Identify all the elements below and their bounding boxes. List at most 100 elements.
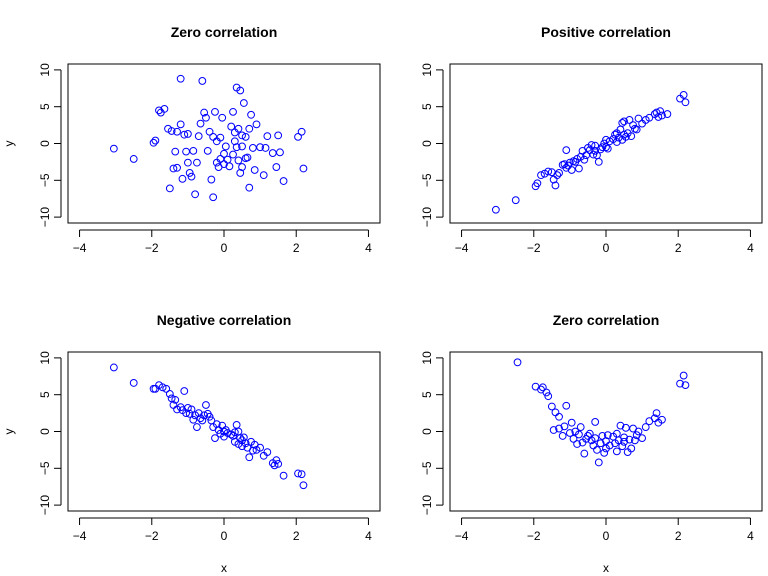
data-point (603, 144, 612, 153)
x-tick-label: 2 (293, 241, 300, 255)
data-point (182, 147, 190, 156)
y-axis-label: y (2, 141, 16, 147)
data-point (297, 127, 306, 136)
data-point (491, 205, 500, 214)
data-point (562, 163, 571, 172)
data-point (261, 144, 270, 152)
data-point (252, 120, 261, 129)
data-point (187, 405, 196, 414)
data-point (621, 132, 630, 141)
chart-title: Positive correlation (541, 24, 671, 40)
data-point (173, 163, 181, 172)
data-point (620, 437, 628, 446)
data-point (663, 110, 672, 118)
data-point (587, 141, 596, 149)
data-point (589, 150, 598, 159)
y-tick-label: −5 (38, 173, 52, 187)
x-tick-label: −4 (73, 241, 87, 255)
y-tick-label: 0 (38, 428, 52, 435)
data-point (553, 171, 562, 180)
data-point (239, 99, 248, 107)
scatter-panel-1: Zero correlation −4 −2 0 2 4 −10 −5 0 5 10 y (2, 24, 381, 255)
data-point (575, 430, 583, 439)
data-point (593, 446, 601, 454)
data-point (191, 190, 200, 199)
data-point (211, 434, 219, 443)
y-tick-label: −10 (420, 207, 434, 228)
data-point (575, 164, 583, 173)
data-point (562, 401, 571, 410)
data-point (679, 91, 688, 99)
data-point (276, 148, 284, 157)
x-tick-label: 2 (675, 241, 682, 255)
data-point (594, 458, 603, 467)
x-tick-label: 0 (603, 529, 610, 543)
data-point (656, 107, 665, 116)
data-point (274, 131, 283, 140)
data-point (618, 118, 627, 127)
data-point (238, 163, 246, 171)
plot-frame (67, 63, 381, 224)
data-point (272, 456, 281, 465)
data-point (232, 143, 241, 152)
x-tick-label: −2 (145, 241, 159, 255)
data-point (173, 127, 181, 136)
data-point (218, 113, 227, 122)
data-point (247, 110, 255, 119)
y-tick-label: −10 (420, 495, 434, 516)
data-point (681, 98, 690, 107)
data-point (187, 172, 196, 181)
data-points (513, 358, 690, 467)
scatter-panel-3: Negative correlation −4 −2 0 2 4 −10 −5 0 5 10 y x (2, 312, 381, 575)
x-tick-label: 4 (747, 241, 754, 255)
data-point (256, 443, 265, 452)
data-point (620, 433, 628, 442)
data-point (580, 155, 589, 164)
data-point (176, 74, 185, 83)
data-point (167, 127, 176, 135)
data-point (193, 158, 201, 167)
data-point (234, 124, 243, 133)
data-point (274, 459, 283, 468)
data-point (634, 427, 643, 436)
x-axis-label: x (221, 561, 227, 575)
y-tick-label: −5 (420, 173, 434, 187)
data-point (241, 132, 250, 141)
data-point (299, 481, 308, 490)
data-point (182, 409, 190, 417)
data-point (625, 435, 634, 444)
data-point (591, 141, 600, 150)
data-point (180, 130, 189, 139)
data-point (196, 119, 205, 128)
data-point (256, 143, 265, 152)
data-point (555, 169, 563, 177)
y-tick-label: 0 (38, 140, 52, 147)
data-point (551, 408, 560, 417)
y-tick-label: 5 (420, 391, 434, 398)
data-point (544, 167, 553, 176)
data-point (185, 169, 194, 177)
data-point (263, 448, 272, 457)
data-point (225, 162, 234, 171)
data-point (513, 358, 522, 367)
data-point (259, 171, 268, 180)
x-tick-label: 4 (747, 529, 754, 543)
data-point (620, 117, 628, 126)
data-point (641, 423, 650, 431)
data-point (562, 146, 571, 155)
data-point (193, 423, 201, 431)
data-point (158, 383, 167, 392)
y-tick-label: 5 (420, 103, 434, 110)
data-point (245, 183, 254, 192)
data-point (165, 184, 174, 193)
data-point (216, 133, 225, 142)
data-point (203, 146, 212, 155)
data-points (109, 363, 308, 490)
data-point (294, 132, 302, 141)
data-point (129, 379, 138, 387)
chart-title: Zero correlation (171, 24, 278, 40)
y-tick-label: 10 (420, 63, 434, 77)
data-point (603, 431, 612, 440)
y-tick-label: 0 (420, 140, 434, 147)
